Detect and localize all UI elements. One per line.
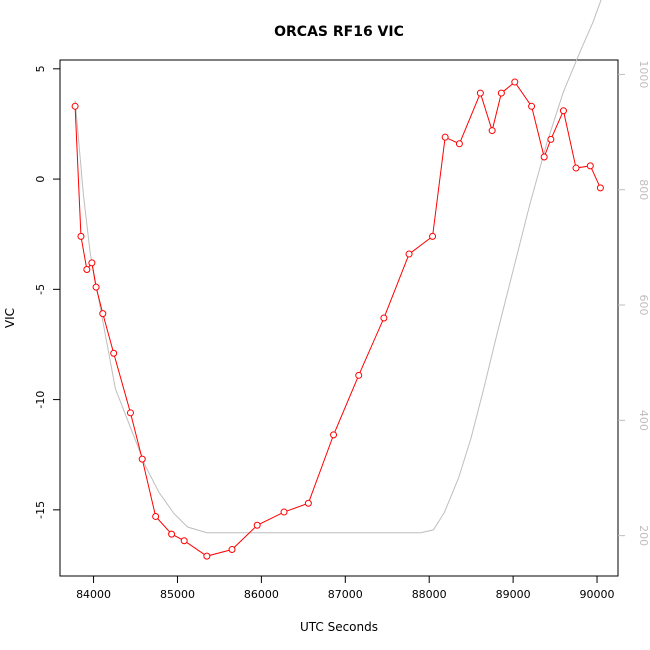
vic-point xyxy=(152,512,160,520)
vic-point xyxy=(330,431,338,439)
x-tick-label: 86000 xyxy=(244,588,279,601)
y-tick-label: -10 xyxy=(34,391,47,409)
y-axis-right: 200 400 600 800 1000 xyxy=(618,60,650,546)
y-tick-label: -15 xyxy=(34,501,47,519)
vic-point xyxy=(88,259,96,267)
plot-frame xyxy=(59,59,619,577)
vic-line xyxy=(74,81,601,557)
vic-point xyxy=(441,133,449,141)
y-tick-label: -5 xyxy=(34,284,47,295)
vic-point xyxy=(455,140,463,148)
x-tick-label: 89000 xyxy=(496,588,531,601)
x-tick-label: 84000 xyxy=(76,588,111,601)
vic-point xyxy=(528,102,536,110)
vic-point xyxy=(596,184,604,192)
vic-point xyxy=(138,455,146,463)
y2-tick-label: 600 xyxy=(637,295,650,316)
secondary-line xyxy=(74,0,602,534)
vic-point xyxy=(168,530,176,538)
vic-point xyxy=(540,153,548,161)
vic-point xyxy=(429,232,437,240)
vic-point xyxy=(77,232,85,240)
vic-point xyxy=(83,265,91,273)
vic-point xyxy=(511,78,519,86)
x-axis-label: UTC Seconds xyxy=(300,620,378,634)
y-axis-label: VIC xyxy=(3,308,17,328)
x-tick-label: 87000 xyxy=(328,588,363,601)
vic-point xyxy=(559,107,567,115)
vic-point xyxy=(547,135,555,143)
vic-point xyxy=(280,508,288,516)
vic-point xyxy=(497,89,505,97)
vic-point xyxy=(92,283,100,291)
y-axis-left: 5 0 -5 -10 -15 xyxy=(34,65,60,519)
y2-tick-label: 200 xyxy=(637,525,650,546)
vic-point xyxy=(99,310,107,318)
vic-point xyxy=(71,102,79,110)
x-axis: 84000 85000 86000 87000 88000 89000 90000 xyxy=(76,576,615,601)
vic-point xyxy=(180,537,188,545)
vic-point xyxy=(476,89,484,97)
y-tick-label: 0 xyxy=(34,176,47,183)
x-tick-label: 90000 xyxy=(580,588,615,601)
x-tick-label: 88000 xyxy=(412,588,447,601)
vic-point xyxy=(110,349,118,357)
vic-point xyxy=(228,546,236,554)
vic-point xyxy=(203,552,211,560)
vic-point xyxy=(126,409,134,417)
vic-point xyxy=(488,127,496,135)
x-tick-label: 85000 xyxy=(160,588,195,601)
y-tick-label: 5 xyxy=(34,65,47,72)
vic-point xyxy=(355,371,363,379)
y2-tick-label: 400 xyxy=(637,410,650,431)
vic-point xyxy=(572,164,580,172)
vic-point xyxy=(405,250,413,258)
y2-tick-label: 1000 xyxy=(637,60,650,88)
vic-point xyxy=(304,499,312,507)
secondary-series xyxy=(74,0,602,534)
y2-tick-label: 800 xyxy=(637,179,650,200)
vic-series xyxy=(71,78,604,560)
chart-title: ORCAS RF16 VIC xyxy=(274,24,404,40)
vic-point xyxy=(380,314,388,322)
vic-point xyxy=(253,521,261,529)
vic-point xyxy=(586,162,594,170)
